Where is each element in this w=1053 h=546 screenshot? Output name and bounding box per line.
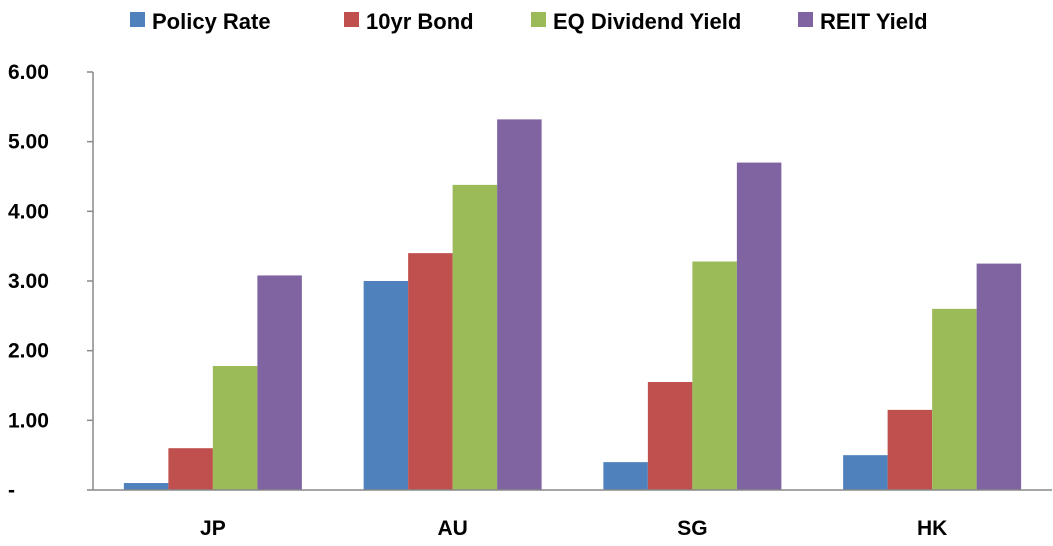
- bar-eq-dividend-yield-au: [452, 184, 498, 491]
- x-axis-labels: JP AU SG HK: [200, 517, 947, 540]
- bar-reit-yield-sg: [736, 162, 782, 491]
- y-tick-label: 1.00: [8, 409, 49, 432]
- bar-10yr-bond-jp: [168, 448, 213, 490]
- bar-policy-rate-jp: [123, 483, 169, 490]
- y-tick-label: -: [8, 479, 15, 502]
- bar-10yr-bond-sg: [647, 382, 693, 490]
- bar-eq-dividend-yield-jp: [212, 365, 258, 490]
- bar-policy-rate-hk: [843, 455, 888, 490]
- legend-label: EQ Dividend Yield: [553, 9, 741, 34]
- y-tick-label: 2.00: [8, 340, 49, 363]
- legend-swatch: [531, 12, 546, 27]
- bar-10yr-bond-au: [408, 253, 453, 490]
- bar-reit-yield-au: [497, 119, 542, 490]
- x-category-label: AU: [437, 517, 467, 540]
- bars: [123, 119, 1022, 491]
- bar-eq-dividend-yield-hk: [932, 308, 977, 490]
- bar-10yr-bond-hk: [887, 409, 933, 490]
- y-tick-label: 6.00: [8, 61, 49, 84]
- bar-reit-yield-jp: [257, 275, 302, 490]
- x-category-label: JP: [200, 517, 226, 540]
- legend-label: REIT Yield: [820, 9, 928, 34]
- bar-eq-dividend-yield-sg: [692, 261, 737, 490]
- legend-swatch: [344, 12, 359, 27]
- y-tick-label: 4.00: [8, 200, 49, 223]
- legend-label: Policy Rate: [152, 9, 271, 34]
- y-tick-label: 5.00: [8, 131, 49, 154]
- legend-swatch: [130, 12, 145, 27]
- bar-reit-yield-hk: [976, 263, 1022, 490]
- y-axis-ticks: - 1.00 2.00 3.00 4.00 5.00 6.00: [8, 61, 93, 502]
- legend: Policy Rate 10yr Bond EQ Dividend Yield REI…: [130, 9, 928, 34]
- bar-policy-rate-sg: [603, 462, 648, 490]
- legend-swatch: [798, 12, 813, 27]
- y-tick-label: 3.00: [8, 270, 49, 293]
- x-category-label: SG: [677, 517, 707, 540]
- legend-label: 10yr Bond: [366, 9, 474, 34]
- x-category-label: HK: [917, 517, 947, 540]
- bar-policy-rate-au: [363, 281, 409, 490]
